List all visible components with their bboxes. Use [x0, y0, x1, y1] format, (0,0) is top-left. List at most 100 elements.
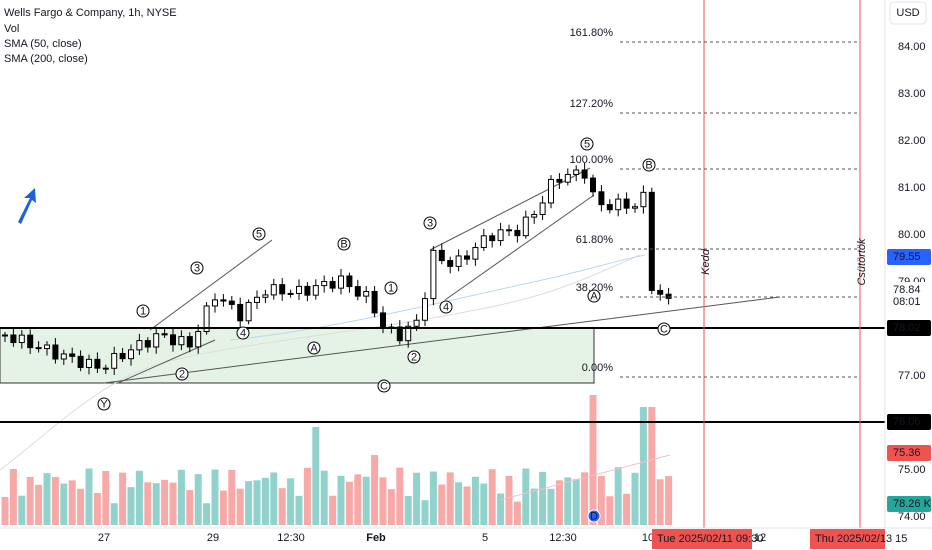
volume-bar: [614, 467, 622, 525]
fib-label: 61.80%: [576, 234, 614, 246]
candle-body: [405, 325, 412, 342]
candle-body: [632, 206, 638, 209]
candle-body: [212, 299, 218, 307]
wave-marker: [587, 289, 601, 303]
volume-bar: [438, 484, 446, 525]
wave-marker: [580, 137, 594, 151]
candle-body: [464, 255, 470, 260]
price-tag-label: 78.02: [893, 322, 921, 334]
wave-marker: [337, 237, 351, 251]
candle-body: [102, 367, 109, 370]
candle-body: [556, 178, 563, 183]
volume-bar: [119, 472, 127, 525]
fib-label: 161.80%: [570, 27, 614, 39]
volume-bar: [287, 478, 295, 525]
time-label: 27: [98, 532, 110, 544]
fib-label: 0.00%: [582, 362, 613, 374]
price-tag: [887, 414, 931, 430]
candle-body: [329, 281, 336, 289]
volume-bar: [270, 472, 278, 525]
candle-body: [195, 331, 202, 348]
vertical-note: Kedd: [700, 248, 712, 275]
volume-bar: [329, 495, 337, 525]
candle-body: [522, 216, 529, 237]
zone: [0, 327, 595, 384]
volume-bar: [337, 475, 345, 525]
volume-bar: [463, 486, 471, 525]
wave-label: 4: [443, 301, 449, 313]
volume-bar: [522, 468, 530, 525]
volume-bar: [631, 472, 639, 525]
candle-body: [10, 334, 17, 344]
candle-body: [94, 358, 101, 369]
candle-body: [153, 333, 160, 348]
candle-body: [606, 204, 613, 211]
volume-bar: [371, 455, 379, 525]
volume-bar: [488, 469, 496, 525]
volume-bar: [648, 407, 656, 525]
volume-bar: [43, 473, 51, 525]
wave-marker: [236, 326, 250, 340]
vol-ma: [499, 454, 671, 501]
legend-item: SMA (50, close): [4, 38, 82, 50]
volume-bar: [102, 470, 110, 525]
volume-bar: [656, 479, 664, 525]
volume-bar: [51, 477, 59, 525]
wave-marker: [439, 300, 453, 314]
volume-bar: [219, 490, 227, 525]
currency[interactable]: USD: [896, 7, 919, 19]
candle-body: [615, 198, 622, 211]
candle-body: [77, 355, 84, 368]
candle-body: [304, 285, 311, 296]
candle-body: [581, 169, 588, 179]
volume-bar: [387, 489, 395, 525]
volume-bar: [77, 488, 85, 525]
volume-bar: [597, 476, 605, 525]
candle-body: [598, 191, 605, 206]
wave-marker: [252, 227, 266, 241]
volume-bar: [564, 477, 572, 525]
volume-bar: [177, 469, 185, 525]
time-label: 10: [642, 532, 654, 544]
wave-marker: [423, 216, 437, 230]
wave-label: 4: [240, 327, 246, 339]
time-label: Feb: [366, 532, 386, 544]
candles: [2, 163, 672, 375]
price-tag: [887, 496, 931, 512]
price-tag-label: 78.84: [893, 284, 921, 296]
volume-bar: [194, 474, 202, 525]
candle-body: [455, 255, 462, 267]
volume-bar: [354, 474, 362, 525]
volume-bar: [127, 487, 135, 525]
candle-body: [531, 214, 538, 218]
volume-bar: [152, 483, 160, 525]
volume-bar: [455, 482, 463, 525]
time-tag: [652, 529, 752, 549]
volume-bar: [18, 495, 26, 525]
wave-marker: [587, 509, 601, 523]
volume-bar: [320, 470, 328, 525]
wave-label: C: [380, 380, 388, 392]
candle-body: [548, 178, 554, 204]
legend-item: SMA (200, close): [4, 53, 88, 65]
wave-marker: [657, 322, 671, 336]
price-tag-label: 75.36: [893, 447, 921, 459]
volume-bar: [639, 407, 647, 525]
volume-bar: [606, 496, 614, 525]
time-label: 29: [207, 532, 219, 544]
currency-button[interactable]: [889, 1, 927, 25]
volume-bar: [396, 467, 404, 525]
candle-body: [296, 285, 302, 294]
price-label: 77.00: [898, 370, 926, 382]
volume-bar: [589, 395, 597, 525]
volume-bar: [144, 482, 152, 525]
volume-bar: [530, 488, 538, 525]
price-tag-label: 76.06: [893, 416, 921, 428]
candle-body: [52, 344, 59, 360]
candle-body: [287, 292, 294, 295]
price-label: 75.00: [898, 464, 926, 476]
time-tag-label: Thu 2025/02/13 15: [815, 533, 907, 545]
candle-body: [18, 334, 25, 344]
